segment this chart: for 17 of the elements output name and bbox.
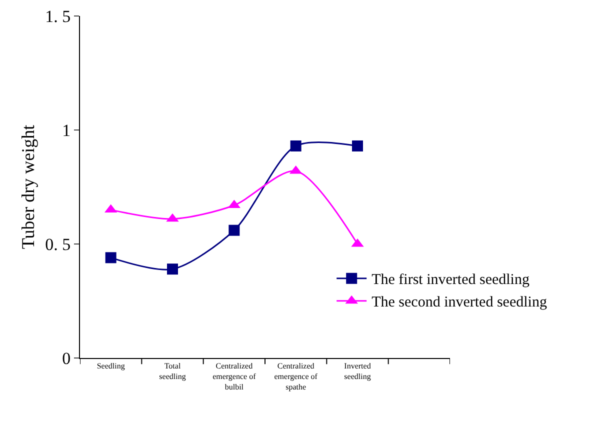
- point: [290, 140, 302, 152]
- point: [105, 252, 116, 264]
- point: [167, 264, 178, 275]
- x-tick-label: Inverted seedling: [344, 362, 371, 381]
- x-tick-label: Centralized emergence of bulbil: [212, 362, 256, 392]
- y-tick-label: 1. 5: [45, 6, 71, 26]
- x-tick-label: Centralized emergence of spathe: [274, 362, 318, 392]
- x-tick-label: Total seedling: [159, 362, 186, 381]
- point: [228, 224, 240, 236]
- point: [352, 140, 363, 152]
- y-tick-label: 0: [62, 348, 71, 368]
- y-tick-label: 1: [62, 120, 71, 140]
- legend-label: The first inverted seedling: [372, 272, 530, 288]
- legend-label: The second inverted seedling: [372, 294, 548, 311]
- y-tick-label: 0. 5: [45, 234, 71, 254]
- y-axis-title: Tuber dry weight: [18, 124, 38, 250]
- x-tick-label: Seedling: [96, 362, 125, 371]
